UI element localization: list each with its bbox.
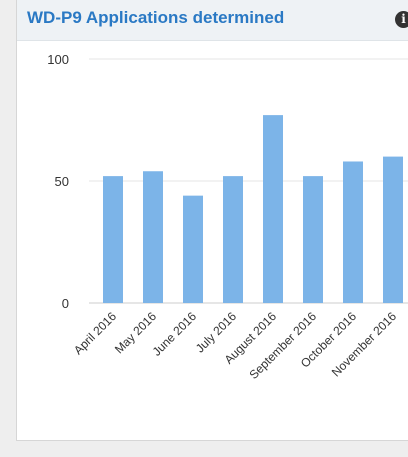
bar <box>343 161 363 303</box>
bar <box>223 176 243 303</box>
widget-title: WD-P9 Applications determined <box>27 8 285 27</box>
bar <box>143 171 163 303</box>
bar <box>303 176 323 303</box>
y-tick-label: 0 <box>62 296 69 311</box>
widget-header: WD-P9 Applications determined i <box>17 0 408 41</box>
x-tick-label: April 2016 <box>71 309 119 357</box>
bar <box>383 156 403 303</box>
x-tick-label: June 2016 <box>150 309 200 359</box>
bar <box>103 176 123 303</box>
info-icon[interactable]: i <box>395 11 408 28</box>
bar <box>183 195 203 303</box>
y-tick-label: 50 <box>55 174 69 189</box>
y-tick-label: 100 <box>47 52 69 67</box>
chart-widget: WD-P9 Applications determined i 0 50 100 Ap… <box>16 0 408 441</box>
bar <box>263 115 283 304</box>
